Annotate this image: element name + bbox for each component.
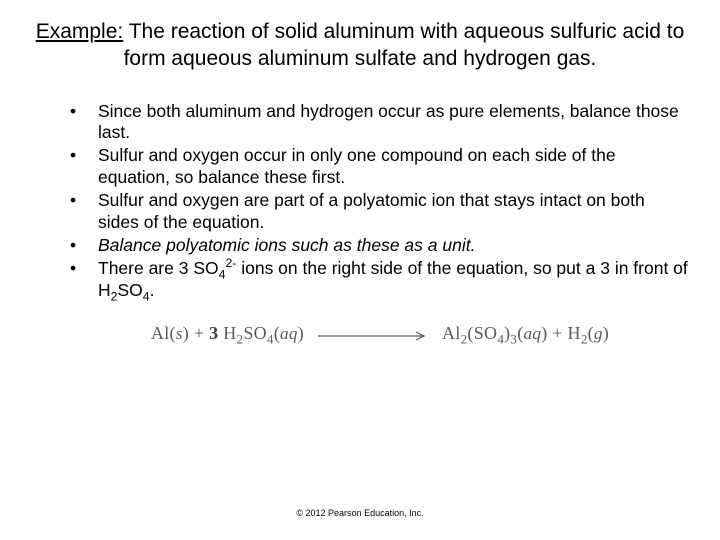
subscript: 4 <box>143 289 150 303</box>
eq-state: aq <box>523 324 541 343</box>
eq-part: ) <box>603 323 609 343</box>
title-prefix: Example: <box>36 20 124 43</box>
bullet-text-part: . <box>150 280 155 300</box>
bullet-list: Since both aluminum and hydrogen occur a… <box>30 101 690 302</box>
list-item: Sulfur and oxygen are part of a polyatom… <box>70 190 690 234</box>
bullet-text: Balance polyatomic ions such as these as… <box>98 235 475 255</box>
eq-part: ) + <box>183 323 209 343</box>
copyright-notice: © 2012 Pearson Education, Inc. <box>0 508 720 518</box>
eq-part: (SO <box>467 323 497 343</box>
eq-part: Al <box>442 323 461 343</box>
list-item: There are 3 SO42- ions on the right side… <box>70 258 690 302</box>
eq-state: g <box>594 324 603 343</box>
eq-sub: 4 <box>267 332 274 347</box>
list-item: Sulfur and oxygen occur in only one comp… <box>70 145 690 189</box>
eq-part: SO <box>243 323 267 343</box>
eq-part: Al( <box>151 323 176 343</box>
superscript: 2- <box>225 256 236 270</box>
bullet-text: Sulfur and oxygen occur in only one comp… <box>98 145 616 187</box>
reaction-arrow-icon <box>318 325 428 346</box>
bullet-text-part: There are 3 SO <box>98 258 219 278</box>
title-rest: The reaction of solid aluminum with aque… <box>123 20 684 70</box>
eq-state: aq <box>280 324 298 343</box>
eq-part: ) <box>298 323 304 343</box>
eq-part: H <box>218 323 236 343</box>
eq-state: s <box>176 324 183 343</box>
list-item: Since both aluminum and hydrogen occur a… <box>70 101 690 145</box>
bullet-text-part: SO <box>117 280 142 300</box>
eq-sub: 2 <box>581 332 588 347</box>
eq-part: ) + H <box>541 323 581 343</box>
page-title: Example: The reaction of solid aluminum … <box>30 18 690 73</box>
chemical-equation: Al(s) + 3 H2SO4(aq)Al2(SO4)3(aq) + H2(g) <box>30 323 690 345</box>
list-item: Balance polyatomic ions such as these as… <box>70 235 690 257</box>
bullet-text: Since both aluminum and hydrogen occur a… <box>98 101 679 143</box>
bullet-text: Sulfur and oxygen are part of a polyatom… <box>98 190 645 232</box>
